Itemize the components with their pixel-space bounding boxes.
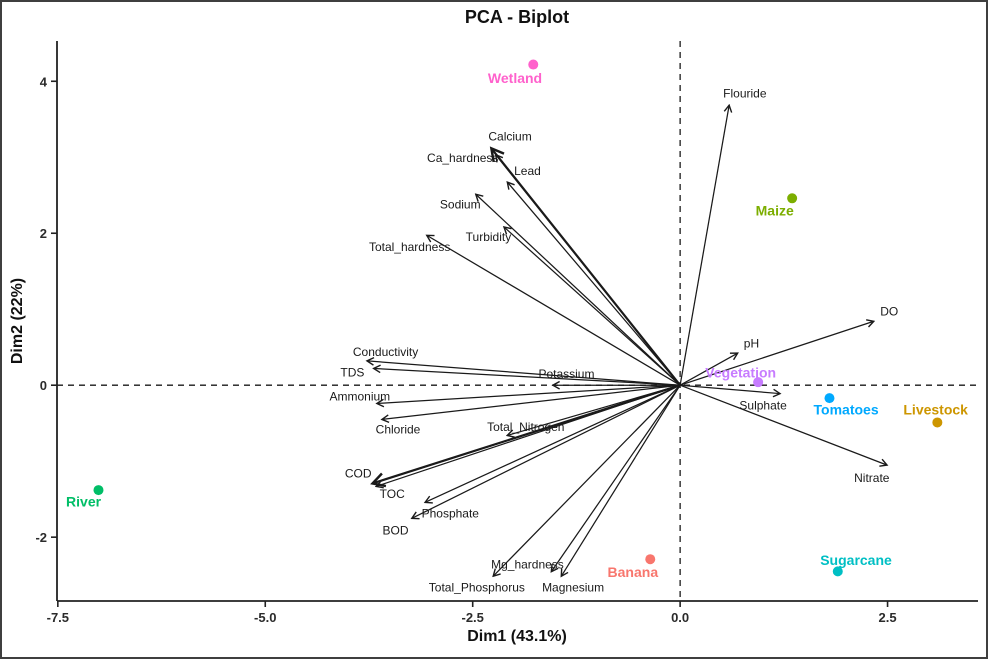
site-point-sugarcane [832,566,843,577]
loading-label-bod: BOD [383,523,409,537]
loading-label-tds: TDS [340,365,364,379]
loading-arrow-ph [679,353,737,386]
loading-arrow-bod [412,384,681,518]
loading-label-phosphate: Phosphate [422,507,480,521]
loading-arrow-toc [376,384,681,486]
loading-label-sulphate: Sulphate [739,399,787,413]
site-label-vegetation: Vegetation [705,364,776,380]
loading-label-chloride: Chloride [376,422,421,436]
y-axis-title: Dim2 (22%) [9,278,26,364]
loadings-layer: Flouride Calcium Ca_hardness Lead Sodium Turb… [330,86,899,594]
loading-label-total-hardness: Total_hardness [369,240,450,254]
site-point-livestock [932,417,943,428]
site-point-river [93,485,104,496]
site-label-tomatoes: Tomatoes [814,402,879,418]
axes-layer: -7.5 -5.0 -2.5 0.0 2.5 4 2 0 -2 [35,41,978,625]
loading-label-potassium: Potassium [538,367,594,381]
sites-layer: Wetland Maize Vegetation Tomatoes Livestock R… [66,59,968,580]
site-point-vegetation [753,377,764,388]
loading-arrow-tds [374,368,681,386]
loading-label-sodium: Sodium [440,197,481,211]
y-tick-label--2: -2 [35,530,47,545]
loading-label-lead: Lead [514,164,541,178]
x-tick-label-2.5: 2.5 [879,610,897,625]
site-point-maize [787,193,798,204]
y-tick-label-0: 0 [40,378,47,393]
x-tick-label-0.0: 0.0 [671,610,689,625]
loading-label-magnesium: Magnesium [542,580,604,594]
loading-label-nitrate: Nitrate [854,471,890,485]
loading-arrow-ammonium [377,384,681,403]
loading-label-ph: pH [744,336,759,350]
x-tick-label--5.0: -5.0 [254,610,276,625]
loading-label-flouride: Flouride [723,86,767,100]
loading-label-cod: COD [345,466,372,480]
loading-label-mg-hardness: Mg_hardness [491,558,564,572]
loading-label-ammonium: Ammonium [330,390,391,404]
loading-arrow-lead [508,182,681,386]
y-tick-label-2: 2 [40,226,47,241]
loading-arrow-conductivity [367,361,681,386]
loading-arrow-nitrate [679,384,887,465]
loading-label-calcium: Calcium [488,130,531,144]
site-label-maize: Maize [756,202,794,218]
plot-title: PCA - Biplot [465,7,569,27]
loading-label-conductivity: Conductivity [353,345,418,359]
loading-label-toc: TOC [380,487,405,501]
loading-arrow-total-phosphorus [493,384,681,576]
x-tick-label--7.5: -7.5 [47,610,69,625]
x-tick-label--2.5: -2.5 [461,610,483,625]
loading-label-ca-hardness: Ca_hardness [427,151,498,165]
site-label-wetland: Wetland [488,70,542,86]
site-label-livestock: Livestock [903,402,968,418]
loading-label-turbidity: Turbidity [466,230,512,244]
loading-arrow-sulphate [680,384,780,393]
loading-arrow-flouride [679,106,729,386]
site-point-banana [645,554,656,565]
loading-arrow-ca-hardness [496,155,681,386]
loading-label-total-phosphorus: Total_Phosphorus [429,580,525,594]
loading-arrow-turbidity [504,227,681,386]
site-label-sugarcane: Sugarcane [820,552,892,568]
loading-arrow-phosphate [425,384,681,502]
loading-arrow-magnesium [561,384,681,576]
site-point-tomatoes [824,393,835,404]
y-tick-label-4: 4 [40,74,48,89]
loading-arrow-chloride [382,384,681,419]
loading-label-do: DO [880,305,898,319]
x-axis-title: Dim1 (43.1%) [467,628,567,645]
loading-arrow-mg-hardness [552,384,681,571]
loading-arrow-do [679,321,873,386]
site-point-wetland [528,59,539,70]
loading-arrow-cod [373,384,681,483]
loading-arrow-sodium [476,194,681,386]
site-label-banana: Banana [608,564,659,580]
loading-arrow-total-hardness [427,236,681,386]
site-label-river: River [66,493,102,509]
